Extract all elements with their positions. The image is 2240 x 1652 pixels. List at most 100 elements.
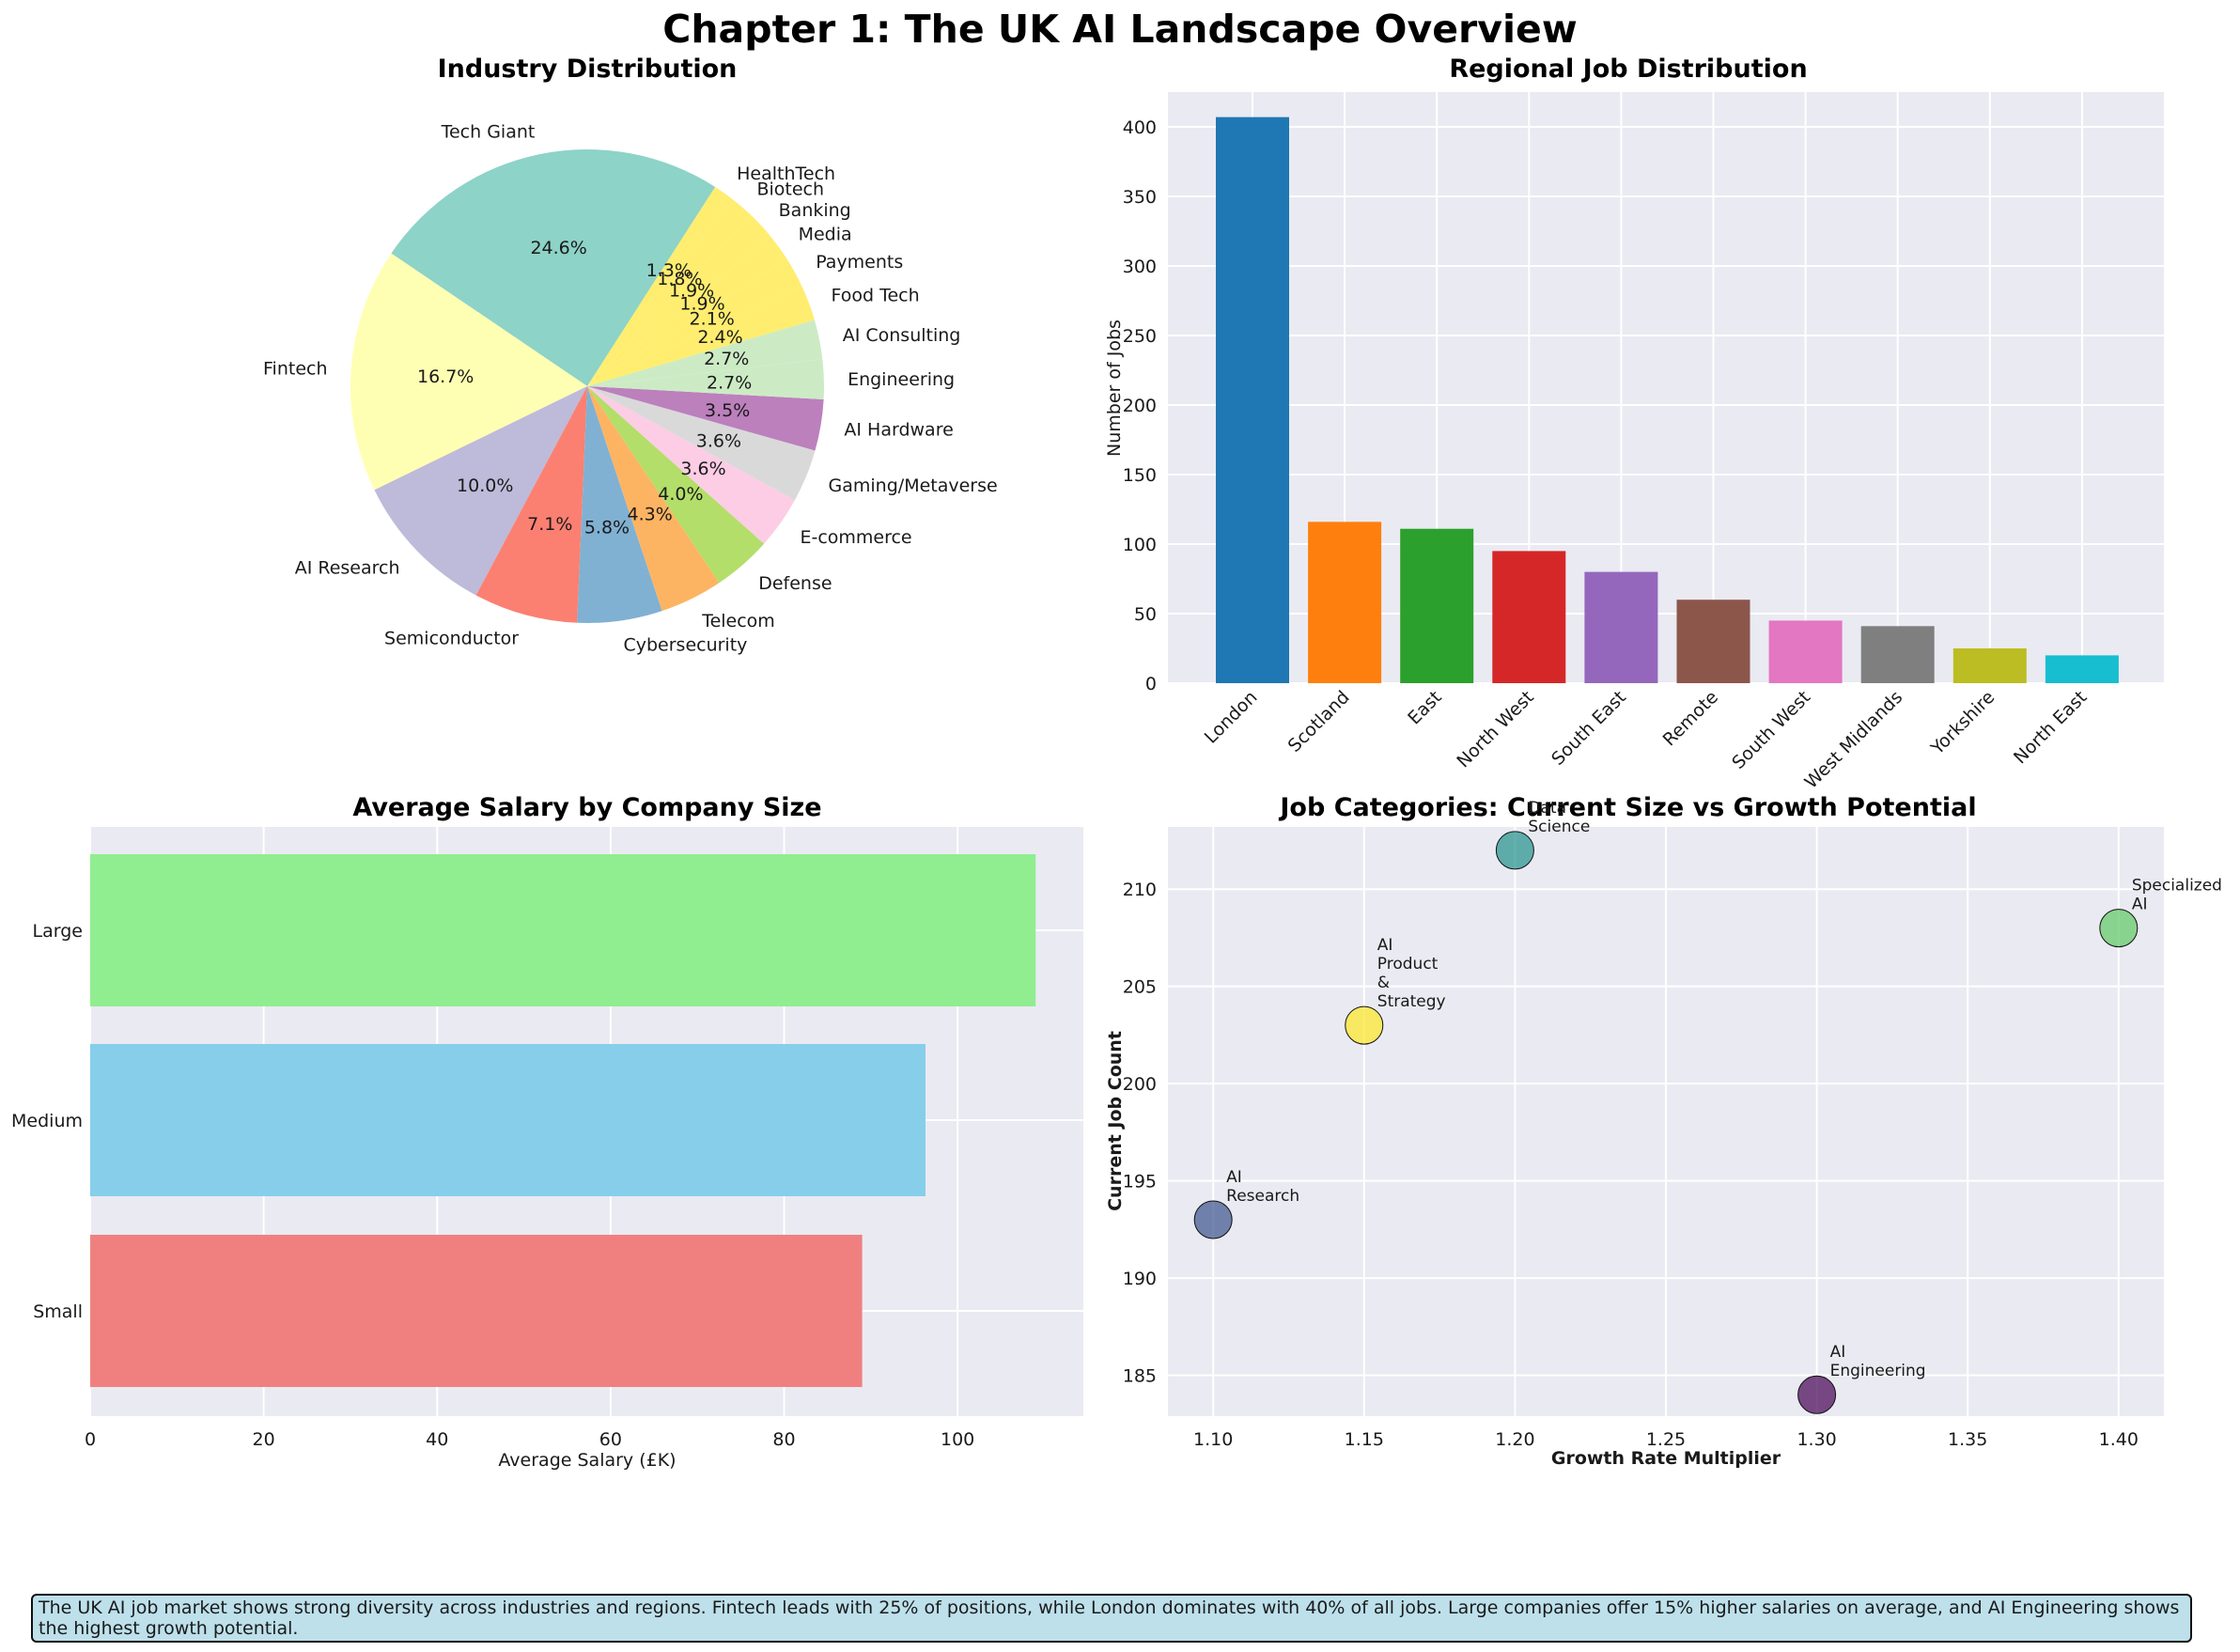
pie-pct-engineering: 2.7% xyxy=(707,373,752,394)
pie-pct-defense: 4.0% xyxy=(658,484,703,505)
regional-y-tick: 50 xyxy=(1134,604,1157,625)
pie-label-e-commerce: E-commerce xyxy=(800,527,911,548)
scatter-x-tick: 1.20 xyxy=(1495,1429,1534,1450)
regional-x-tick-south-west: South West xyxy=(1728,687,1814,773)
salary-x-axis-label: Average Salary (£K) xyxy=(498,1450,676,1471)
regional-x-tick-remote: Remote xyxy=(1659,687,1722,750)
scatter-point-specialized-ai xyxy=(2099,909,2139,948)
pie-slice-ai-hardware xyxy=(587,386,824,451)
pie-slice-tech-giant xyxy=(391,148,716,386)
pie-label-semiconductor: Semiconductor xyxy=(384,628,519,648)
scatter-point-ai-product-strategy xyxy=(1345,1005,1384,1045)
pie-label-tech-giant: Tech Giant xyxy=(441,121,536,142)
scatter-ticks: 1.10 1.15 1.20 1.25 1.30 1.35 1.40 185 190 195 200… xyxy=(1123,880,2139,1450)
regional-bar-south-east xyxy=(1584,571,1658,683)
regional-bar-east xyxy=(1400,528,1474,683)
regional-y-tick: 400 xyxy=(1123,117,1157,138)
salary-x-tick: 20 xyxy=(253,1429,275,1450)
pie-labels: Tech Giant 24.6% Fintech 16.7% AI Research 10… xyxy=(263,121,998,655)
regional-bar-south-west xyxy=(1768,620,1843,683)
regional-x-tick-west-midlands: West Midlands xyxy=(1801,687,1907,793)
salary-y-tick-medium: Medium xyxy=(11,1111,83,1131)
scatter-x-tick: 1.10 xyxy=(1193,1429,1233,1450)
regional-y-tick: 300 xyxy=(1123,257,1157,277)
scatter-points: AI Engineering AI Research Data Science Specia… xyxy=(1193,799,2222,1414)
pie-slice-ai-research xyxy=(374,386,587,596)
pie-label-media: Media xyxy=(799,225,852,245)
pie-slice-gaming-metaverse xyxy=(587,386,816,501)
figure-title: Chapter 1: The UK AI Landscape Overview xyxy=(662,7,1577,52)
regional-y-axis-label: Number of Jobs xyxy=(1104,319,1125,457)
pie-slice-semiconductor xyxy=(475,386,587,623)
salary-y-tick-small: Small xyxy=(33,1301,83,1322)
pie-slice-e-commerce xyxy=(587,386,795,544)
pie-pct-tech-giant: 24.6% xyxy=(530,238,586,258)
salary-x-tick: 0 xyxy=(85,1429,96,1450)
pie-slice-biotech xyxy=(587,197,752,386)
pie-pct-e-commerce: 3.6% xyxy=(680,459,725,479)
scatter-point-data-science xyxy=(1495,831,1534,870)
scatter-point-ai-research xyxy=(1193,1200,1233,1239)
pie-label-biotech: Biotech xyxy=(756,179,824,200)
pie-pct-healthtech: 1.3% xyxy=(646,260,692,281)
pie-slice-payments xyxy=(587,258,802,386)
scatter-label-ai-product-strategy: AI Product & Strategy xyxy=(1377,936,1446,1011)
pie-label-healthtech: HealthTech xyxy=(737,164,835,184)
pie-label-defense: Defense xyxy=(758,573,832,594)
scatter-label-ai-research: AI Research xyxy=(1226,1168,1299,1206)
pie-pct-media: 1.9% xyxy=(679,293,724,314)
regional-bar-north-west xyxy=(1492,551,1566,683)
pie-label-engineering: Engineering xyxy=(848,369,955,390)
pie-slice-cybersecurity xyxy=(577,386,662,623)
pie-slice-media xyxy=(587,236,787,386)
scatter-x-tick: 1.15 xyxy=(1345,1429,1384,1450)
pie-pct-fintech: 16.7% xyxy=(417,366,474,387)
scatter-y-tick: 200 xyxy=(1123,1074,1157,1095)
scatter-title: Job Categories: Current Size vs Growth P… xyxy=(1278,793,1976,822)
regional-y-tick: 100 xyxy=(1123,535,1157,555)
pie-label-gaming-metaverse: Gaming/Metaverse xyxy=(829,475,998,496)
salary-y-tick-large: Large xyxy=(33,921,83,942)
regional-x-tick-yorkshire: Yorkshire xyxy=(1926,687,1999,759)
pie-slices xyxy=(350,148,824,623)
scatter-y-tick: 210 xyxy=(1123,880,1157,900)
salary-bar-medium xyxy=(90,1044,926,1196)
scatter-x-tick: 1.40 xyxy=(2099,1429,2139,1450)
pie-slice-defense xyxy=(587,386,765,584)
regional-y-tick: 200 xyxy=(1123,396,1157,416)
regional-x-tick-north-west: North West xyxy=(1453,687,1537,771)
regional-title: Regional Job Distribution xyxy=(1449,55,1807,84)
salary-x-tick: 80 xyxy=(772,1429,795,1450)
summary-text-box: The UK AI job market shows strong divers… xyxy=(31,1594,2192,1643)
regional-x-tick-north-east: North East xyxy=(2010,687,2091,768)
pie-slice-engineering xyxy=(587,359,824,399)
regional-y-tick: 0 xyxy=(1145,674,1157,694)
pie-pct-semiconductor: 7.1% xyxy=(527,514,572,535)
pie-slice-telecom xyxy=(587,386,720,612)
pie-pct-ai-hardware: 3.5% xyxy=(705,400,750,421)
salary-x-tick: 40 xyxy=(426,1429,448,1450)
regional-bars xyxy=(1216,117,2119,683)
salary-title: Average Salary by Company Size xyxy=(352,793,821,822)
industry-pie-panel: Industry Distribution Tech Giant 24.6% Fin… xyxy=(263,55,998,656)
salary-bar-panel: Average Salary by Company Size 0 20 40 60 80… xyxy=(11,793,1083,1471)
scatter-label-ai-engineering: AI Engineering xyxy=(1830,1343,1926,1380)
salary-bar-small xyxy=(90,1235,863,1387)
pie-pct-gaming-metaverse: 3.6% xyxy=(696,430,741,451)
pie-pct-biotech: 1.8% xyxy=(657,269,702,289)
scatter-label-data-science: Data Science xyxy=(1528,799,1590,836)
regional-bar-panel: Regional Job Distribution 0 50 100 150 200 25… xyxy=(1104,55,2164,793)
pie-title: Industry Distribution xyxy=(438,55,738,84)
pie-slice-fintech xyxy=(350,253,587,491)
pie-label-food-tech: Food Tech xyxy=(832,286,920,306)
pie-label-ai-hardware: AI Hardware xyxy=(844,420,953,441)
scatter-y-tick: 195 xyxy=(1123,1172,1157,1192)
pie-label-fintech: Fintech xyxy=(263,358,328,379)
regional-bar-scotland xyxy=(1308,522,1382,683)
pie-slice-ai-consulting xyxy=(587,319,823,386)
scatter-label-specialized-ai: Specialized AI xyxy=(2132,877,2222,914)
scatter-y-tick: 190 xyxy=(1123,1269,1157,1289)
scatter-y-tick: 185 xyxy=(1123,1366,1157,1387)
scatter-x-tick: 1.25 xyxy=(1646,1429,1686,1450)
salary-bar-large xyxy=(90,854,1036,1006)
